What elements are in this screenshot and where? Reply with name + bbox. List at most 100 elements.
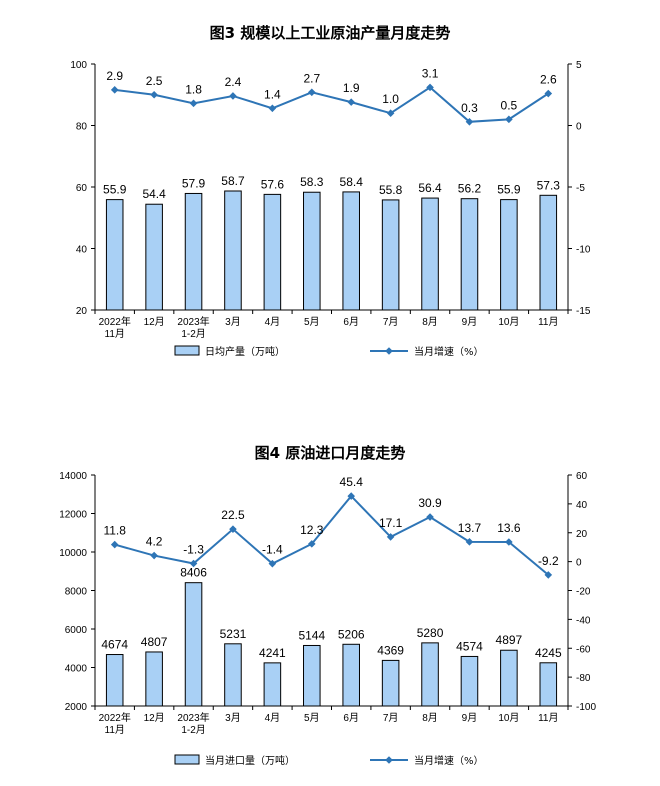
growth-point (386, 533, 395, 541)
bar-value-label: 5280 (417, 626, 444, 640)
bar-value-label: 4574 (456, 639, 483, 653)
growth-point (426, 513, 434, 521)
growth-value-label: 45.4 (340, 475, 364, 489)
x-tick-label: 9月 (462, 316, 478, 328)
y-right-tick-label: -5 (576, 183, 585, 194)
growth-point (307, 88, 316, 97)
x-tick-label: 11月 (105, 328, 125, 340)
x-tick-label: 7月 (383, 316, 399, 328)
growth-value-label: -1.4 (262, 543, 283, 557)
y-left-tick-label: 6000 (65, 625, 88, 636)
bar-value-label: 4245 (535, 646, 562, 660)
y-right-tick-label: 40 (576, 500, 588, 511)
bar (342, 643, 360, 707)
bar-value-label: 5231 (220, 627, 247, 641)
x-tick-label: 5月 (304, 316, 320, 328)
legend-line-label: 当月增速（%） (414, 754, 484, 767)
growth-value-label: 13.7 (458, 521, 482, 535)
growth-line (114, 86, 549, 123)
x-tick-label: 11月 (538, 316, 558, 328)
bar-value-label: 58.3 (300, 175, 324, 189)
y-left-tick-label: 80 (76, 122, 88, 133)
bar-value-label: 5144 (298, 628, 325, 642)
bar (184, 192, 203, 311)
growth-point (544, 89, 553, 98)
bar-value-label: 58.7 (221, 174, 245, 188)
bar-value-label: 4369 (377, 643, 404, 657)
growth-value-label: 3.1 (422, 66, 439, 80)
bar (460, 655, 479, 707)
x-tick-label: 4月 (265, 712, 281, 724)
bar-value-label: 4674 (101, 638, 128, 652)
x-tick-label: 10月 (498, 712, 519, 724)
bar (421, 642, 439, 707)
bar (263, 193, 282, 311)
growth-point (229, 92, 237, 100)
bar (224, 643, 242, 707)
y-left-tick-label: 100 (70, 60, 87, 71)
growth-point (189, 99, 198, 108)
growth-point (347, 98, 356, 106)
x-tick-label: 6月 (343, 316, 359, 328)
growth-line (114, 494, 549, 576)
bar (303, 644, 321, 707)
chart-crude-oil-output: 图3 规模以上工业原油产量月度走势 20 40 60 80 100 -15 -10 -5 0 5 2… (0, 0, 660, 370)
y-right-tick-label: 0 (576, 122, 582, 133)
y-left-tick-label: 60 (76, 183, 88, 194)
x-tick-label: 3月 (225, 712, 241, 724)
y-left-tick-label: 40 (76, 245, 88, 256)
y-right-tick-label: -10 (576, 245, 591, 256)
x-tick-label: 9月 (462, 712, 478, 724)
x-tick-label: 2023年 (177, 315, 209, 328)
bar (184, 582, 203, 707)
bar (421, 197, 439, 311)
growth-value-label: 0.3 (461, 101, 478, 115)
legend-line-label: 当月增速（%） (414, 345, 484, 358)
growth-point (544, 571, 553, 579)
growth-value-label: 4.2 (146, 535, 163, 549)
bar-value-label: 58.4 (340, 175, 364, 189)
bar (145, 651, 163, 707)
bar-value-label: 57.9 (182, 176, 206, 190)
growth-value-label: 12.3 (300, 523, 324, 537)
y-right-tick-label: -40 (576, 615, 591, 626)
bar-value-label: 56.2 (458, 182, 482, 196)
growth-value-label: 1.8 (185, 82, 202, 96)
growth-value-label: 22.5 (221, 508, 245, 522)
growth-value-label: 13.6 (497, 521, 521, 535)
x-tick-label: 8月 (422, 316, 438, 328)
x-tick-label: 2023年 (177, 711, 209, 724)
bar (539, 194, 558, 311)
growth-value-label: -1.3 (183, 543, 204, 557)
growth-point (465, 118, 474, 126)
bar-value-label: 57.6 (261, 177, 285, 191)
bar-value-label: 4241 (259, 646, 286, 660)
bar (381, 199, 400, 311)
growth-value-label: 2.7 (303, 71, 320, 85)
x-tick-label: 11月 (538, 712, 558, 724)
y-right-tick-label: 60 (576, 471, 588, 482)
bar-value-label: 57.3 (537, 178, 561, 192)
bar (500, 649, 518, 707)
x-tick-label: 4月 (265, 316, 281, 328)
bar-value-label: 56.4 (418, 181, 442, 195)
y-left-tick-label: 4000 (65, 664, 88, 675)
growth-value-label: 30.9 (418, 496, 442, 510)
bar-value-label: 55.9 (497, 183, 521, 197)
x-tick-label: 3月 (225, 316, 241, 328)
growth-point (110, 86, 119, 94)
bar (303, 191, 321, 311)
y-left-tick-label: 8000 (65, 587, 88, 598)
growth-value-label: 1.9 (343, 81, 360, 95)
bar (263, 662, 282, 707)
chart-title: 图3 规模以上工业原油产量月度走势 (209, 24, 451, 42)
growth-point (426, 83, 434, 92)
chart-canvas: 2000 4000 6000 8000 10000 12000 14000 -100 -80 -6… (59, 471, 596, 767)
bar (539, 662, 558, 707)
growth-value-label: 17.1 (379, 516, 403, 530)
bar-value-label: 55.8 (379, 183, 403, 197)
x-tick-label: 1-2月 (181, 328, 205, 340)
bar (105, 199, 124, 311)
bar (381, 659, 400, 707)
